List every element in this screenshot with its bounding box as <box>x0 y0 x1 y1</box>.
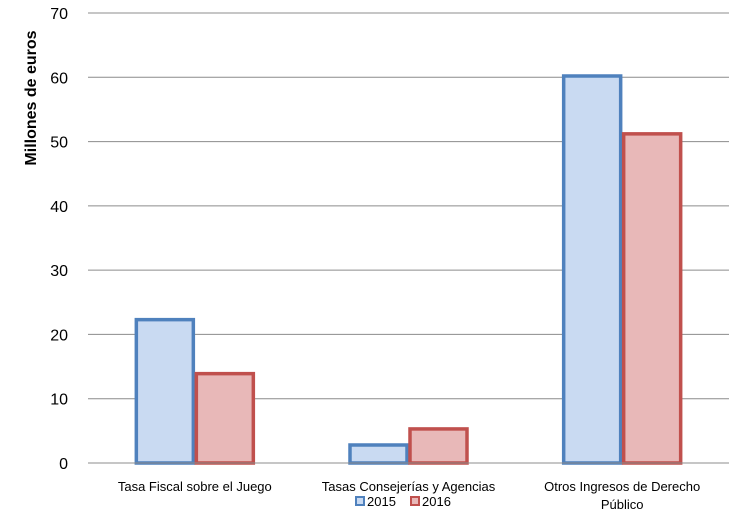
y-tick-label: 0 <box>59 456 68 473</box>
bars <box>134 74 683 465</box>
y-tick-label: 10 <box>50 392 68 409</box>
legend-label-2015: 2015 <box>367 494 396 509</box>
y-axis-label: Millones de euros <box>23 30 40 165</box>
y-tick-label: 40 <box>50 199 68 216</box>
category-label: Tasas Consejerías y Agencias <box>322 479 496 494</box>
legend: 2015 2016 <box>355 494 451 509</box>
y-tick-label: 50 <box>50 135 68 152</box>
category-label: Otros Ingresos de Derecho <box>544 479 700 494</box>
legend-swatch-2016 <box>410 496 420 506</box>
category-label: Público <box>601 497 644 512</box>
y-tick-label: 30 <box>50 263 68 280</box>
bar-2016-2 <box>408 427 469 465</box>
category-labels: Tasa Fiscal sobre el Juego Tasas Consejer… <box>118 479 700 512</box>
category-label: Tasa Fiscal sobre el Juego <box>118 479 272 494</box>
y-tick-label: 60 <box>50 70 68 87</box>
legend-swatch-2015 <box>355 496 365 506</box>
bar-2015-2 <box>348 443 409 465</box>
bar-2016-3 <box>621 132 683 465</box>
bar-2016-1 <box>194 371 256 465</box>
bar-2015-1 <box>134 317 196 465</box>
y-axis-ticks: 0 10 20 30 40 50 60 70 <box>50 6 68 473</box>
y-tick-label: 20 <box>50 327 68 344</box>
legend-label-2016: 2016 <box>422 494 451 509</box>
bar-2015-3 <box>561 74 623 465</box>
y-tick-label: 70 <box>50 6 68 23</box>
